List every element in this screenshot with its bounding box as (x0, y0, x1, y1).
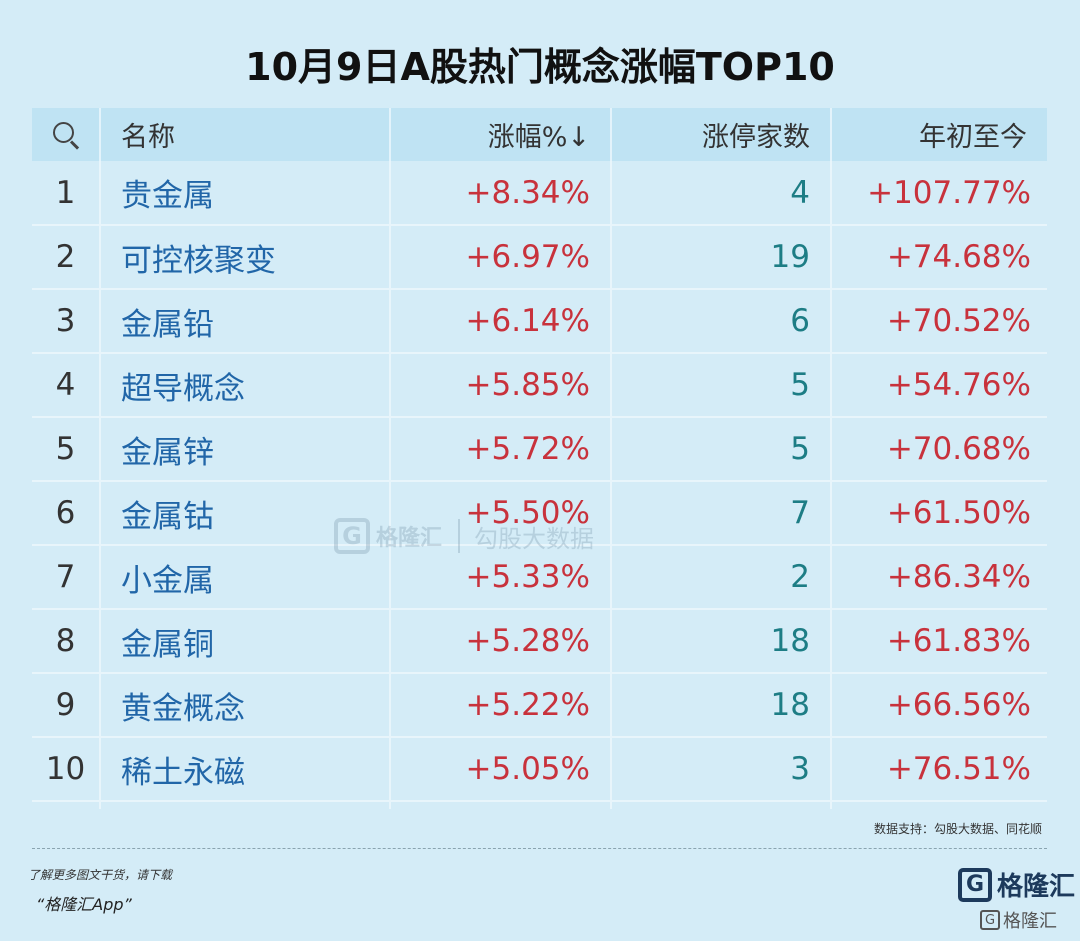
rank-cell: 8 (32, 609, 101, 674)
rank-cell: 3 (32, 289, 101, 354)
ytd-change-cell: +54.76% (831, 353, 1047, 418)
brand-logo-icon: G (958, 867, 992, 902)
column-header-change-pct[interactable]: 涨幅%↓ (390, 108, 612, 161)
change-pct-cell: +5.50% (390, 481, 612, 546)
concept-table: 名称 涨幅%↓ 涨停家数 年初至今 1 贵金属 +8.34% 4 +107.77% 2 可控… (32, 108, 1047, 809)
change-pct-cell: +5.22% (390, 673, 612, 738)
ytd-change-cell: +70.68% (831, 417, 1047, 482)
table-row[interactable]: 7 小金属 +5.33% 2 +86.34% (32, 545, 1047, 610)
change-pct-cell: +8.34% (390, 161, 612, 226)
change-pct-cell: +5.85% (390, 353, 612, 418)
column-header-limit-up-count[interactable]: 涨停家数 (611, 108, 832, 161)
ytd-change-cell: +61.83% (831, 609, 1047, 674)
ytd-change-cell: +107.77% (831, 161, 1047, 226)
spacer-cell (100, 801, 391, 809)
data-source-note: 数据支持：勾股大数据、同花顺 (873, 822, 1042, 836)
footer-divider (32, 848, 1047, 849)
rank-cell: 2 (32, 225, 101, 290)
rank-cell: 9 (32, 673, 101, 738)
search-icon[interactable] (51, 120, 81, 150)
rank-cell: 1 (32, 161, 101, 226)
ytd-change-cell: +61.50% (831, 481, 1047, 546)
spacer-cell (611, 801, 832, 809)
ytd-change-cell: +66.56% (831, 673, 1047, 738)
brand-logo: G 格隆汇 (958, 866, 1075, 903)
spacer-cell (32, 801, 101, 809)
change-pct-cell: +5.05% (390, 737, 612, 802)
concept-name-cell: 金属铜 (100, 609, 391, 674)
table-row[interactable]: 3 金属铅 +6.14% 6 +70.52% (32, 289, 1047, 354)
limit-up-count-cell: 18 (611, 673, 832, 738)
change-pct-cell: +5.28% (390, 609, 612, 674)
ytd-change-cell: +70.52% (831, 289, 1047, 354)
spacer-cell (390, 801, 612, 809)
limit-up-count-cell: 6 (611, 289, 832, 354)
column-header-ytd[interactable]: 年初至今 (831, 108, 1047, 161)
limit-up-count-cell: 4 (611, 161, 832, 226)
concept-name-cell: 超导概念 (100, 353, 391, 418)
ytd-change-cell: +86.34% (831, 545, 1047, 610)
table-row[interactable]: 1 贵金属 +8.34% 4 +107.77% (32, 161, 1047, 226)
change-pct-cell: +6.14% (390, 289, 612, 354)
rank-cell: 6 (32, 481, 101, 546)
brand-logo-small: G 格隆汇 (980, 907, 1057, 933)
spacer-cell (831, 801, 1047, 809)
limit-up-count-cell: 3 (611, 737, 832, 802)
concept-name-cell: 金属铅 (100, 289, 391, 354)
watermark-brand-2: 勾股大数据 (474, 524, 595, 553)
table-header-row: 名称 涨幅%↓ 涨停家数 年初至今 (32, 108, 1047, 161)
table-row[interactable]: 2 可控核聚变 +6.97% 19 +74.68% (32, 225, 1047, 290)
brand-logo-text: 格隆汇 (997, 872, 1076, 902)
table-row[interactable]: 8 金属铜 +5.28% 18 +61.83% (32, 609, 1047, 674)
concept-name-cell: 黄金概念 (100, 673, 391, 738)
table-bottom-spacer (32, 801, 1047, 809)
limit-up-count-cell: 5 (611, 353, 832, 418)
concept-name-cell: 金属锌 (100, 417, 391, 482)
brand-logo-small-icon: G (980, 910, 1000, 930)
limit-up-count-cell: 7 (611, 481, 832, 546)
limit-up-count-cell: 5 (611, 417, 832, 482)
rank-cell: 5 (32, 417, 101, 482)
concept-name-cell: 贵金属 (100, 161, 391, 226)
table-row[interactable]: 5 金属锌 +5.72% 5 +70.68% (32, 417, 1047, 482)
limit-up-count-cell: 18 (611, 609, 832, 674)
change-pct-cell: +5.72% (390, 417, 612, 482)
rank-cell: 7 (32, 545, 101, 610)
table-row[interactable]: 6 金属钴 +5.50% 7 +61.50% (32, 481, 1047, 546)
watermark-divider (458, 519, 461, 553)
search-header-cell[interactable] (32, 108, 101, 161)
watermark-brand: 格隆汇 (376, 526, 443, 551)
table-row[interactable]: 9 黄金概念 +5.22% 18 +66.56% (32, 673, 1047, 738)
concept-name-cell: 稀土永磁 (100, 737, 391, 802)
ytd-change-cell: +76.51% (831, 737, 1047, 802)
watermark-logo-icon: G (334, 518, 370, 554)
page-title: 10月9日A股热门概念涨幅TOP10 (245, 45, 835, 89)
change-pct-cell: +6.97% (390, 225, 612, 290)
change-pct-cell: +5.33% (390, 545, 612, 610)
promo-app-name: “格隆汇App” (36, 895, 132, 914)
rank-cell: 10 (32, 737, 101, 802)
limit-up-count-cell: 19 (611, 225, 832, 290)
rank-cell: 4 (32, 353, 101, 418)
concept-name-cell: 小金属 (100, 545, 391, 610)
concept-name-cell: 可控核聚变 (100, 225, 391, 290)
column-header-name[interactable]: 名称 (100, 108, 391, 161)
brand-logo-small-text: 格隆汇 (1003, 911, 1057, 932)
table-row[interactable]: 4 超导概念 +5.85% 5 +54.76% (32, 353, 1047, 418)
promo-text: 了解更多图文干货，请下载 (28, 868, 173, 882)
concept-name-cell: 金属钴 (100, 481, 391, 546)
watermark: G 格隆汇 勾股大数据 (334, 517, 594, 555)
limit-up-count-cell: 2 (611, 545, 832, 610)
ytd-change-cell: +74.68% (831, 225, 1047, 290)
table-row[interactable]: 10 稀土永磁 +5.05% 3 +76.51% (32, 737, 1047, 802)
